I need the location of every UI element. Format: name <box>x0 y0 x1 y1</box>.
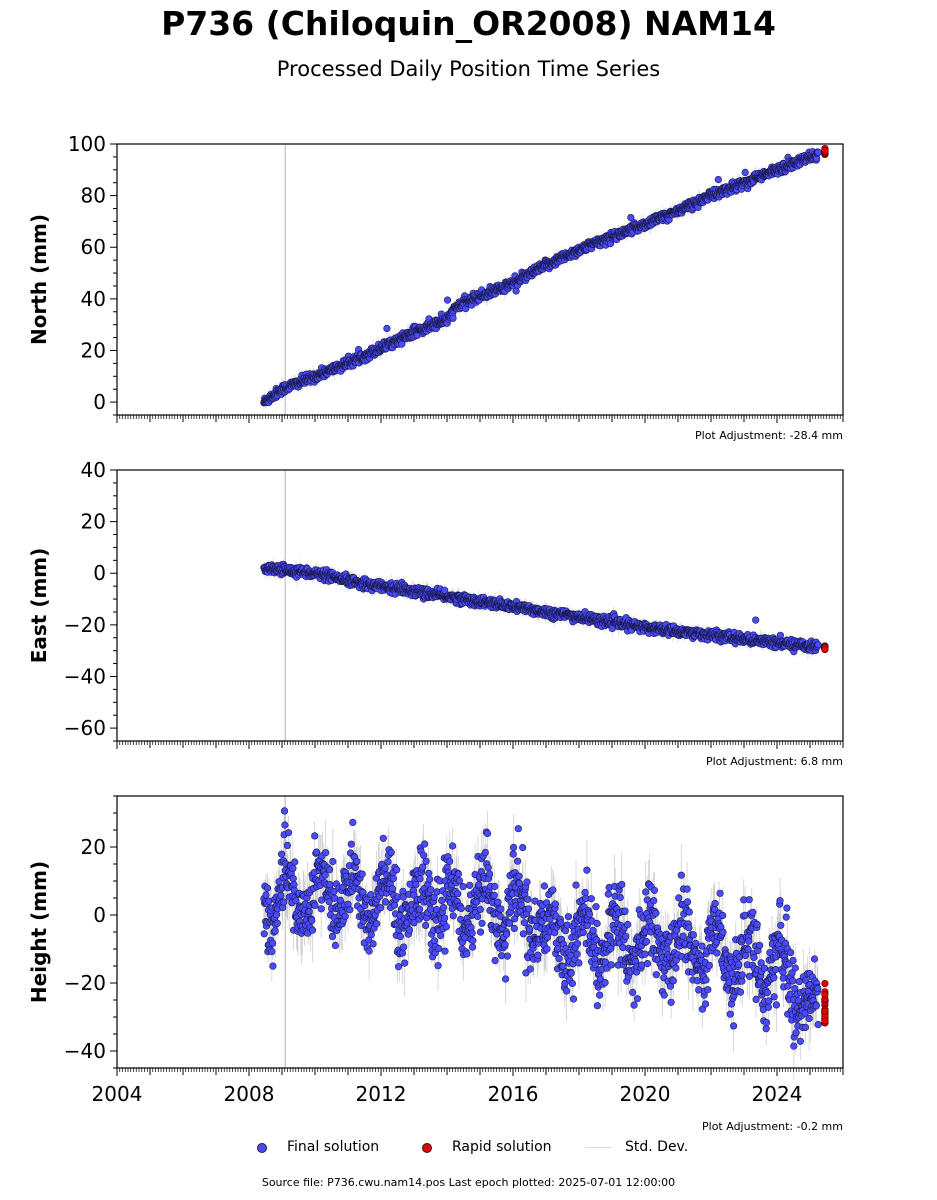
final-point <box>752 616 760 624</box>
y-tick-label: 40 <box>81 287 106 311</box>
final-points <box>260 560 822 656</box>
final-point <box>714 176 722 184</box>
rapid-point <box>821 147 829 155</box>
y-tick-label: −20 <box>64 613 106 637</box>
y-tick-label: −60 <box>64 716 106 740</box>
y-tick-label: 20 <box>81 510 106 534</box>
chart-title: P736 (Chiloquin_OR2008) NAM14 <box>161 4 776 43</box>
final-point <box>449 314 457 322</box>
rapid-point <box>821 645 829 654</box>
final-point <box>512 287 520 295</box>
plot-adjustment-text: Plot Adjustment: -28.4 mm <box>695 429 843 442</box>
chart-subtitle: Processed Daily Position Time Series <box>276 57 661 81</box>
final-point <box>814 641 822 649</box>
y-tick-label: −40 <box>64 664 106 688</box>
y-tick-label: 0 <box>93 561 106 585</box>
y-axis-label: North (mm) <box>27 214 51 345</box>
final-point <box>814 148 822 156</box>
rapid-points <box>821 642 829 654</box>
final-point <box>398 340 406 348</box>
final-points <box>260 148 822 407</box>
y-tick-label: 100 <box>68 132 106 156</box>
panel-0: 0 20 40 60 80 100 North (mm) Plot Adjustment: -… <box>27 132 844 442</box>
y-tick-label: 20 <box>81 338 106 362</box>
final-point <box>443 296 452 304</box>
rapid-points <box>821 145 829 158</box>
final-point <box>383 324 391 333</box>
y-tick-label: 80 <box>81 184 106 208</box>
final-point <box>741 168 749 176</box>
y-tick-label: 0 <box>93 390 106 414</box>
y-tick-label: 40 <box>81 458 106 482</box>
y-tick-label: 60 <box>81 235 106 259</box>
